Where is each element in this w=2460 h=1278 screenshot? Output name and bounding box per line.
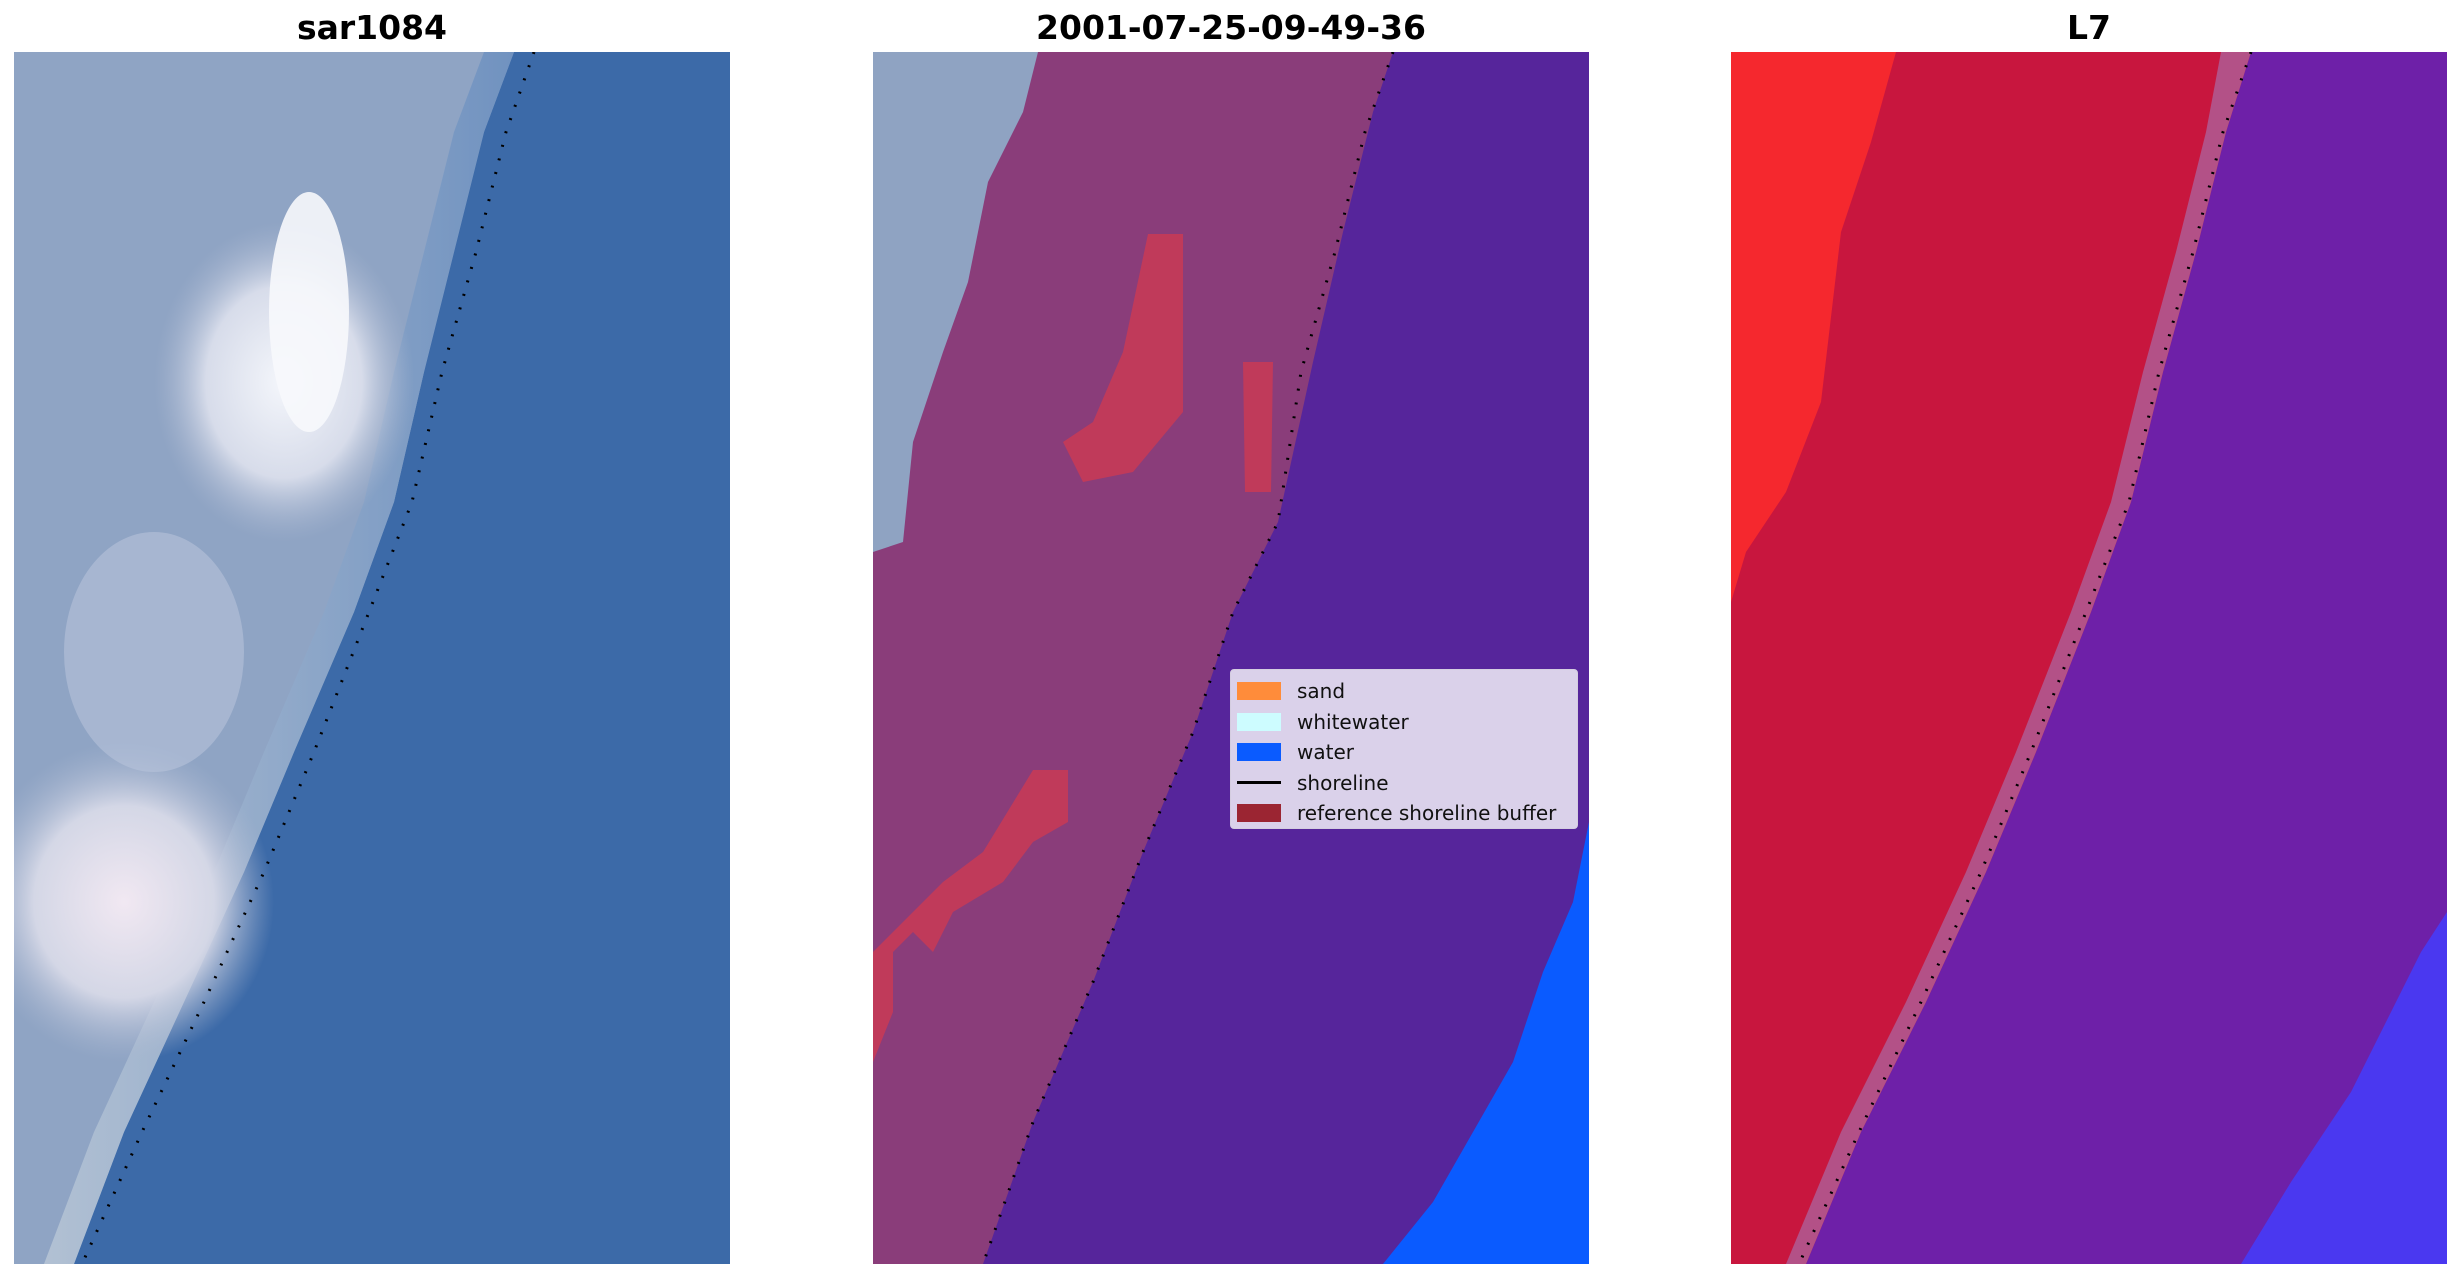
false-color-surf: [1786, 52, 2251, 1264]
rgb-image-panel: [14, 52, 730, 1264]
cloud-core: [269, 192, 349, 432]
legend-item-shoreline: shoreline: [1231, 768, 1577, 799]
sand-swatch: [1237, 682, 1281, 701]
buffer-patch-upper: [1063, 234, 1183, 482]
shoreline-line-swatch: [1237, 781, 1281, 785]
classified-image-panel: [873, 52, 1589, 1264]
deep-water-patch: [2241, 912, 2447, 1264]
panel-title-false-color: L7: [2067, 8, 2111, 47]
rgb-image: [14, 52, 730, 1264]
legend-label: sand: [1297, 679, 1346, 704]
legend-label: whitewater: [1297, 709, 1409, 734]
land-class-area: [873, 52, 1393, 1264]
legend-item-reference-buffer: reference shoreline buffer: [1231, 798, 1577, 829]
bright-land-patch: [1731, 52, 1896, 602]
panel-title-classified: 2001-07-25-09-49-36: [1036, 8, 1426, 47]
false-color-image: [1731, 52, 2447, 1264]
water-swatch: [1237, 743, 1281, 762]
false-color-land: [1731, 52, 2251, 1264]
legend: sand whitewater water shoreline referenc…: [1230, 669, 1578, 829]
whitewater-swatch: [1237, 712, 1281, 731]
cloud-mid: [64, 532, 244, 772]
legend-item-whitewater: whitewater: [1231, 707, 1577, 738]
unclassified-land: [873, 52, 1038, 552]
cloud-lower: [14, 742, 274, 1062]
legend-item-sand: sand: [1231, 676, 1577, 707]
false-color-panel: [1731, 52, 2447, 1264]
classified-image: [873, 52, 1589, 1264]
legend-label: shoreline: [1297, 770, 1389, 795]
deep-water-class: [1383, 822, 1589, 1264]
surf-zone: [44, 52, 514, 1264]
legend-label: water: [1297, 740, 1354, 765]
legend-item-water: water: [1231, 737, 1577, 768]
panel-title-rgb: sar1084: [296, 8, 448, 47]
buffer-patch-right: [1243, 362, 1273, 492]
legend-label: reference shoreline buffer: [1297, 801, 1557, 826]
buffer-swatch: [1237, 804, 1281, 823]
buffer-patch-lower: [873, 770, 1068, 1062]
